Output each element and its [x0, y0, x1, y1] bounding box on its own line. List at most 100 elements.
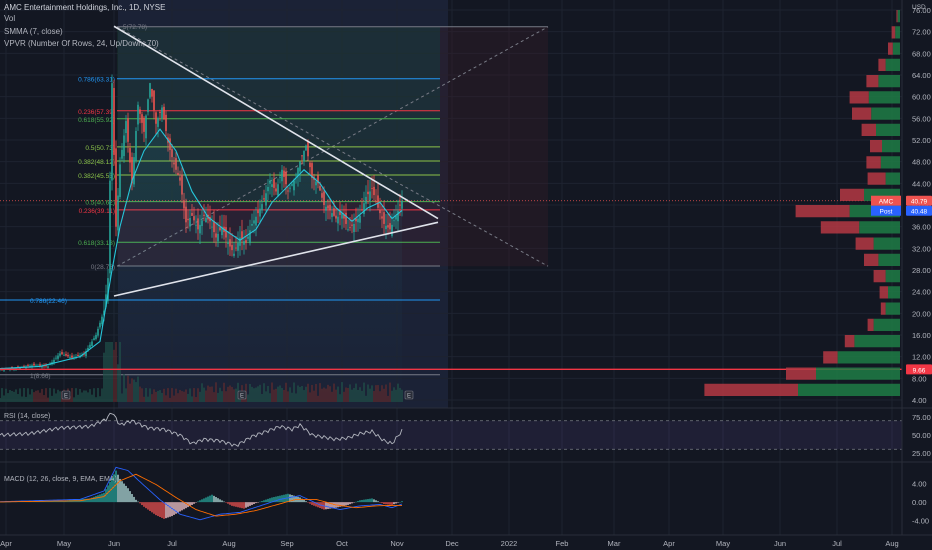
candle-body: [269, 180, 271, 184]
candle-body: [61, 352, 63, 355]
macd-histogram-bar: [183, 502, 185, 510]
candle-body: [55, 357, 57, 359]
candle-body: [57, 355, 59, 359]
macd-histogram-bar: [387, 502, 389, 505]
candle-body: [71, 355, 73, 358]
x-tick-label: Jul: [167, 539, 177, 548]
line-price-tag-box: [906, 364, 932, 375]
macd-histogram-bar: [389, 502, 391, 505]
macd-histogram-bar: [171, 502, 173, 517]
macd-histogram-bar: [99, 494, 101, 503]
macd-histogram-bar: [273, 497, 275, 503]
macd-histogram-bar: [329, 502, 331, 509]
macd-histogram-bar: [181, 502, 183, 511]
candle-body: [67, 355, 69, 357]
vpvr-up-bar: [882, 140, 900, 153]
macd-histogram-bar: [263, 500, 265, 503]
macd-histogram-bar: [131, 494, 133, 503]
candle-body: [99, 322, 101, 328]
y-tick-label: 64.00: [912, 71, 931, 80]
x-tick-label: Mar: [608, 539, 621, 548]
macd-histogram-bar: [163, 502, 165, 519]
candle-body: [373, 186, 375, 196]
vol-legend[interactable]: Vol: [4, 14, 16, 23]
post-price-tag-box: [906, 205, 932, 216]
macd-histogram-bar: [381, 502, 383, 504]
macd-histogram-bar: [195, 502, 197, 503]
macd-histogram-bar: [109, 481, 111, 503]
fib-extension-zone: [440, 26, 548, 267]
symbol-title[interactable]: AMC Entertainment Holdings, Inc., 1D, NY…: [4, 3, 166, 12]
candle-body: [303, 150, 305, 162]
y-tick-label: 24.00: [912, 288, 931, 297]
macd-histogram-bar: [95, 496, 97, 503]
macd-histogram-bar: [257, 502, 259, 503]
candle-body: [135, 130, 137, 162]
macd-histogram-bar: [383, 502, 385, 504]
candle-body: [69, 357, 71, 358]
macd-histogram-bar: [375, 500, 377, 503]
macd-histogram-bar: [159, 502, 161, 517]
macd-histogram-bar: [339, 502, 341, 507]
candle-body: [307, 140, 309, 157]
fib-label: 0(28.73): [91, 264, 115, 271]
macd-histogram-bar: [155, 502, 157, 516]
macd-histogram-bar: [225, 502, 227, 503]
vpvr-legend[interactable]: VPVR (Number Of Rows, 24, Up/Down, 70): [4, 39, 159, 48]
candle-body: [165, 114, 167, 131]
candle-body: [157, 118, 159, 127]
macd-histogram-bar: [289, 494, 291, 503]
macd-histogram-bar: [279, 495, 281, 503]
candle-body: [127, 118, 129, 142]
macd-histogram-bar: [371, 498, 373, 503]
rsi-pane: RSI (14, close): [0, 412, 902, 450]
y-tick-label: 36.00: [912, 223, 931, 232]
candle-body: [53, 359, 55, 364]
candle-body: [145, 115, 147, 139]
candle-body: [111, 83, 113, 181]
macd-line: [0, 466, 403, 521]
y-tick-label: 56.00: [912, 114, 931, 123]
candle-body: [365, 196, 367, 204]
candle-body: [31, 365, 33, 367]
macd-histogram-bar: [305, 501, 307, 503]
macd-histogram-bar: [385, 502, 387, 505]
amc-price-tag-label: AMC: [879, 199, 894, 206]
candle-body: [161, 107, 163, 119]
x-tick-label: Nov: [390, 539, 404, 548]
fib-label: 0.5(40.62): [85, 200, 115, 207]
vpvr-down-bar: [867, 318, 874, 332]
macd-histogram-bar: [353, 502, 355, 503]
macd-histogram-bar: [87, 498, 89, 503]
post-price-tag-label-box: [871, 205, 901, 216]
vpvr-down-bar: [888, 42, 893, 55]
vpvr-down-bar: [891, 26, 896, 39]
candle-body: [147, 99, 149, 113]
candle-body: [141, 114, 143, 123]
candle-body: [257, 210, 259, 214]
candle-body: [261, 204, 263, 211]
candle-body: [305, 145, 307, 151]
candle-body: [285, 171, 287, 185]
candle-body: [143, 117, 145, 132]
rsi-line: [0, 412, 403, 447]
candle-body: [265, 193, 267, 206]
macd-histogram-bar: [399, 501, 401, 503]
candle-body: [275, 188, 277, 192]
smma-legend[interactable]: SMMA (7, close): [4, 27, 63, 36]
triangle-upper-line: [113, 25, 439, 220]
candle-body: [377, 195, 379, 208]
macd-histogram-bar: [243, 502, 245, 509]
macd-histogram-bar: [231, 502, 233, 506]
vpvr-up-bar: [888, 286, 900, 299]
vpvr-down-bar: [866, 156, 881, 169]
y-tick-label: 52.00: [912, 136, 931, 145]
candle-body: [309, 162, 311, 168]
macd-histogram-bar: [325, 502, 327, 510]
macd-histogram-bar: [135, 499, 137, 503]
macd-histogram-bar: [347, 502, 349, 505]
x-tick-label: Jun: [108, 539, 120, 548]
macd-histogram-bar: [173, 502, 175, 515]
